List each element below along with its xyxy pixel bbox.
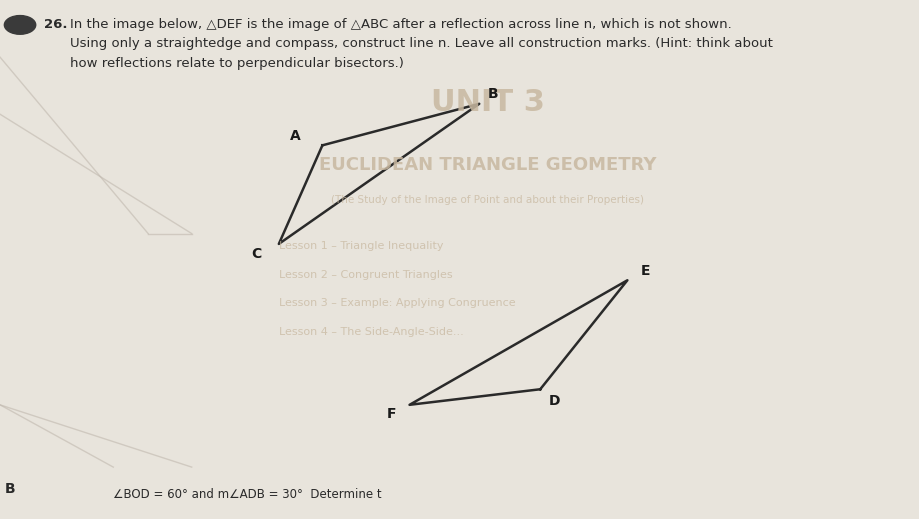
Text: D: D (549, 394, 561, 408)
Text: A: A (289, 129, 301, 143)
Text: (The Study of the Image of Point and about their Properties): (The Study of the Image of Point and abo… (332, 195, 644, 204)
Text: 26.: 26. (43, 18, 67, 31)
Text: Lesson 3 – Example: Applying Congruence: Lesson 3 – Example: Applying Congruence (278, 298, 516, 308)
Text: how reflections relate to perpendicular bisectors.): how reflections relate to perpendicular … (70, 57, 403, 70)
Text: E: E (641, 264, 650, 278)
Text: Lesson 2 – Congruent Triangles: Lesson 2 – Congruent Triangles (278, 270, 452, 280)
Text: B: B (488, 87, 499, 101)
Circle shape (5, 16, 36, 34)
Text: ∠BOD = 60° and m∠ADB = 30°  Determine t: ∠BOD = 60° and m∠ADB = 30° Determine t (113, 488, 382, 501)
Text: EUCLIDEAN TRIANGLE GEOMETRY: EUCLIDEAN TRIANGLE GEOMETRY (319, 156, 657, 174)
Text: Using only a straightedge and compass, construct line n. Leave all construction : Using only a straightedge and compass, c… (70, 37, 773, 50)
Text: In the image below, △DEF is the image of △ABC after a reflection across line n, : In the image below, △DEF is the image of… (70, 18, 732, 31)
Text: UNIT 3: UNIT 3 (431, 88, 545, 117)
Text: C: C (251, 247, 261, 261)
Text: F: F (387, 407, 396, 421)
Text: B: B (5, 482, 15, 496)
Text: Lesson 1 – Triangle Inequality: Lesson 1 – Triangle Inequality (278, 241, 443, 251)
Text: Lesson 4 – The Side-Angle-Side...: Lesson 4 – The Side-Angle-Side... (278, 327, 463, 337)
